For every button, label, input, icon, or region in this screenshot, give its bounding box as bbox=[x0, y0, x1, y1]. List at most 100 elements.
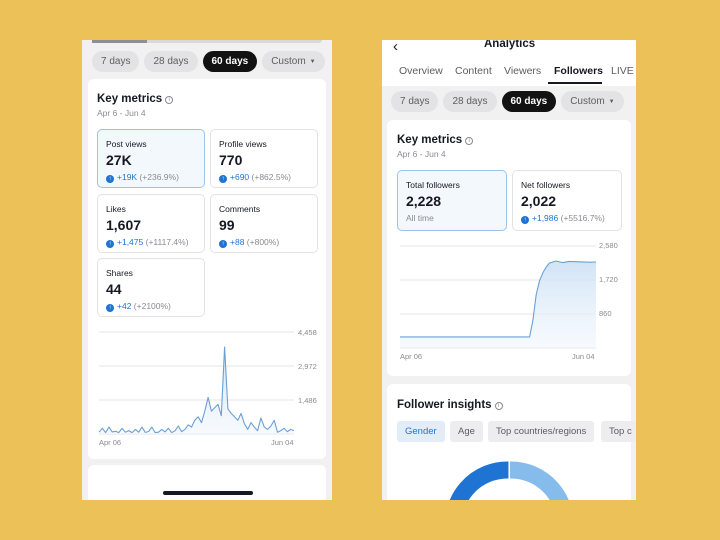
metric-change: ↑ +690 (+862.5%) bbox=[219, 172, 291, 183]
tab-followers[interactable]: Followers bbox=[554, 65, 604, 77]
metric-change: ↑ +88 (+800%) bbox=[219, 237, 279, 248]
metric-delta: +88 bbox=[230, 237, 245, 247]
metric-delta: +690 bbox=[230, 172, 250, 182]
gender-donut-chart bbox=[449, 460, 569, 500]
metric-delta: +19K bbox=[117, 172, 138, 182]
tab-live[interactable]: LIVE bbox=[611, 65, 634, 77]
info-icon[interactable]: i bbox=[465, 137, 474, 145]
info-icon[interactable]: i bbox=[494, 402, 503, 410]
period-7-days[interactable]: 7 days bbox=[391, 91, 439, 112]
key-metrics-card: Key metrics i Apr 6 - Jun 4 Total followe… bbox=[387, 120, 631, 376]
follower-insights-card: Follower insights i Gender Age Top countr… bbox=[387, 384, 636, 500]
metric-tile-net-followers[interactable]: Net followers 2,022 ↑ +1,986 (+5516.7%) bbox=[512, 170, 622, 231]
filter-gender[interactable]: Gender bbox=[397, 421, 445, 442]
period-custom[interactable]: Custom ▼ bbox=[262, 51, 325, 72]
back-icon[interactable]: ‹ bbox=[393, 40, 398, 55]
metric-percent: (+800%) bbox=[246, 237, 280, 247]
key-metrics-title: Key metrics i bbox=[97, 93, 174, 105]
y-tick-label: 1,486 bbox=[298, 396, 317, 405]
filter-age[interactable]: Age bbox=[450, 421, 483, 442]
metric-value: 2,022 bbox=[521, 193, 557, 209]
series-line bbox=[400, 260, 597, 338]
donut-segment-male bbox=[509, 461, 569, 500]
period-60-days[interactable]: 60 days bbox=[501, 91, 557, 112]
period-28-days[interactable]: 28 days bbox=[443, 91, 497, 112]
metric-label: Net followers bbox=[521, 180, 571, 190]
arrow-up-icon: ↑ bbox=[106, 304, 114, 312]
tab-content[interactable]: Content bbox=[455, 65, 492, 77]
info-icon[interactable]: i bbox=[165, 96, 174, 104]
series-area bbox=[400, 261, 596, 348]
x-tick-label: Jun 04 bbox=[572, 352, 595, 361]
metric-tile-likes[interactable]: Likes 1,607 ↑ +1,475 (+1117.4%) bbox=[97, 194, 205, 253]
metric-percent: (+1117.4%) bbox=[145, 237, 189, 247]
filter-top-countries[interactable]: Top countries/regions bbox=[488, 421, 595, 442]
metric-change: ↑ +42 (+2100%) bbox=[106, 301, 171, 312]
home-indicator bbox=[163, 491, 253, 495]
series-line bbox=[98, 346, 295, 434]
metric-label: Shares bbox=[106, 268, 133, 278]
key-metrics-title: Key metrics i bbox=[397, 134, 474, 146]
metric-tile-comments[interactable]: Comments 99 ↑ +88 (+800%) bbox=[210, 194, 318, 253]
y-tick-label: 2,972 bbox=[298, 362, 317, 371]
arrow-up-icon: ↑ bbox=[106, 240, 114, 248]
period-custom-label: Custom bbox=[570, 96, 605, 107]
key-metrics-title-text: Key metrics bbox=[397, 134, 463, 146]
x-tick-label: Jun 04 bbox=[271, 438, 294, 447]
metric-change: ↑ +1,986 (+5516.7%) bbox=[521, 213, 605, 224]
metric-tile-post-views[interactable]: Post views 27K ↑ +19K (+236.9%) bbox=[97, 129, 205, 188]
metric-delta: +1,986 bbox=[532, 213, 559, 223]
metric-value: 44 bbox=[106, 281, 122, 297]
period-custom-label: Custom bbox=[271, 56, 306, 67]
follower-insights-title: Follower insights i bbox=[397, 399, 503, 411]
metric-value: 2,228 bbox=[406, 193, 442, 209]
metric-label: Likes bbox=[106, 204, 126, 214]
period-28-days[interactable]: 28 days bbox=[144, 51, 198, 72]
metric-delta: +42 bbox=[117, 301, 132, 311]
metric-tile-profile-views[interactable]: Profile views 770 ↑ +690 (+862.5%) bbox=[210, 129, 318, 188]
followers-chart bbox=[400, 245, 597, 349]
metric-value: 27K bbox=[106, 152, 132, 168]
page-title: Analytics bbox=[484, 40, 536, 50]
metric-label: Comments bbox=[219, 204, 261, 214]
period-7-days[interactable]: 7 days bbox=[92, 51, 140, 72]
arrow-up-icon: ↑ bbox=[219, 175, 227, 183]
metric-tile-total-followers[interactable]: Total followers 2,228 All time bbox=[397, 170, 507, 231]
tab-overview[interactable]: Overview bbox=[399, 65, 443, 77]
arrow-up-icon: ↑ bbox=[219, 240, 227, 248]
follower-insights-title-text: Follower insights bbox=[397, 399, 492, 411]
y-tick-label: 1,720 bbox=[599, 275, 618, 284]
date-range: Apr 6 - Jun 4 bbox=[97, 108, 146, 118]
chevron-down-icon: ▼ bbox=[309, 59, 316, 65]
date-range: Apr 6 - Jun 4 bbox=[397, 149, 446, 159]
metric-label: Profile views bbox=[219, 139, 267, 149]
filter-top-cities[interactable]: Top c bbox=[601, 421, 636, 442]
scroll-indicator bbox=[92, 40, 322, 43]
metric-change: ↑ +19K (+236.9%) bbox=[106, 172, 179, 183]
metric-value: 1,607 bbox=[106, 217, 142, 233]
left-phone-screen: 7 days 28 days 60 days Custom ▼ Key metri… bbox=[82, 40, 332, 500]
arrow-up-icon: ↑ bbox=[521, 216, 529, 224]
period-selector: 7 days 28 days 60 days Custom ▼ bbox=[92, 51, 325, 72]
right-phone-screen: ‹ Analytics Overview Content Viewers Fol… bbox=[382, 40, 636, 500]
post-views-chart bbox=[98, 331, 295, 435]
metric-tile-shares[interactable]: Shares 44 ↑ +42 (+2100%) bbox=[97, 258, 205, 317]
period-custom[interactable]: Custom ▼ bbox=[561, 91, 624, 112]
metric-label: Post views bbox=[106, 139, 147, 149]
period-selector: 7 days 28 days 60 days Custom ▼ bbox=[391, 91, 624, 112]
metric-percent: (+236.9%) bbox=[139, 172, 179, 182]
metric-percent: (+5516.7%) bbox=[560, 213, 605, 223]
metric-value: 770 bbox=[219, 152, 243, 168]
metric-percent: (+862.5%) bbox=[251, 172, 291, 182]
arrow-up-icon: ↑ bbox=[106, 175, 114, 183]
donut-segment-female bbox=[449, 461, 511, 500]
metric-percent: (+2100%) bbox=[133, 301, 171, 311]
metric-delta: +1,475 bbox=[117, 237, 144, 247]
metric-sub: All time bbox=[406, 213, 434, 223]
tab-viewers[interactable]: Viewers bbox=[504, 65, 542, 77]
key-metrics-card: Key metrics i Apr 6 - Jun 4 Post views 27… bbox=[88, 79, 326, 459]
x-tick-label: Apr 06 bbox=[99, 438, 122, 447]
metric-value: 99 bbox=[219, 217, 235, 233]
series-area bbox=[99, 347, 294, 434]
period-60-days[interactable]: 60 days bbox=[202, 51, 258, 72]
